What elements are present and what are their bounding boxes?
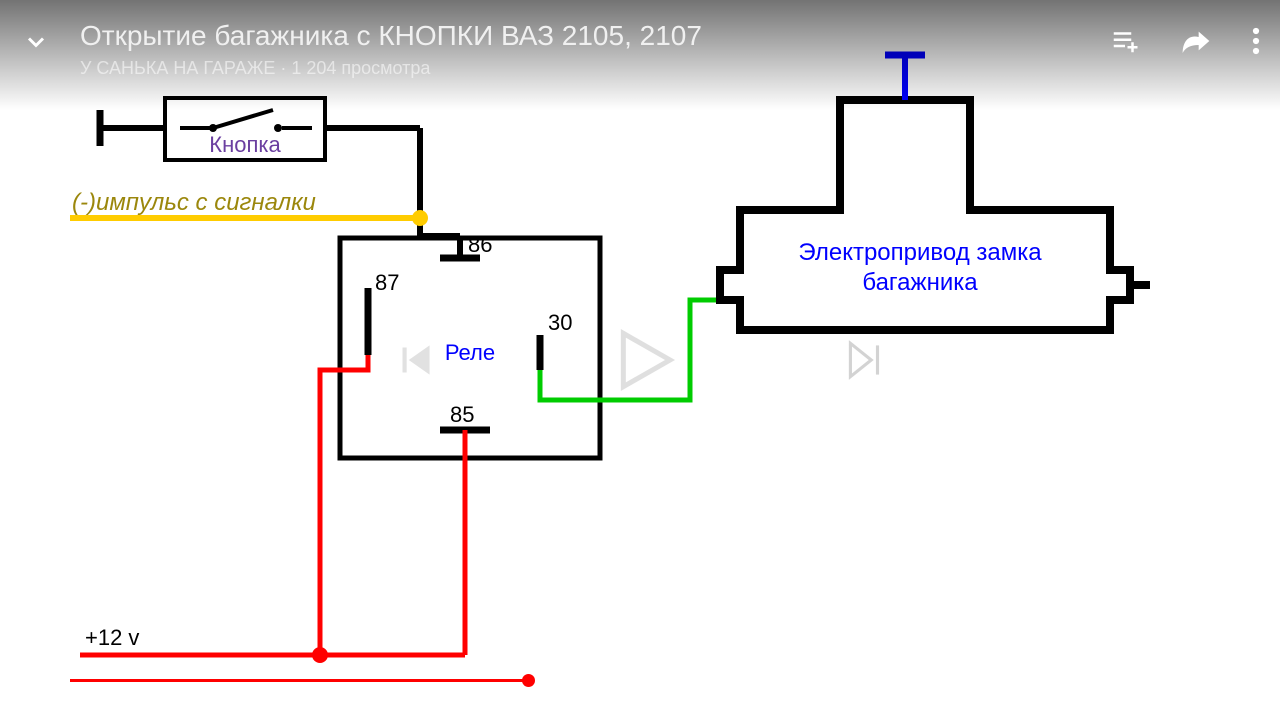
pin86-label: 86 [468, 232, 492, 257]
playback-controls [390, 320, 890, 400]
progress-fill [70, 679, 528, 682]
play-button[interactable] [600, 320, 680, 400]
video-header-overlay: Открытие багажника с КНОПКИ ВАЗ 2105, 21… [0, 0, 1280, 110]
button-label: Кнопка [209, 132, 281, 157]
current-time: 1:48 [20, 684, 55, 705]
fullscreen-exit-icon[interactable] [1232, 665, 1262, 700]
previous-button[interactable] [390, 335, 440, 385]
video-subtitle: У САНЬКА НА ГАРАЖЕ · 1 204 просмотра [80, 58, 1250, 79]
pin85-label: 85 [450, 402, 474, 427]
next-button[interactable] [840, 335, 890, 385]
progress-bar[interactable] [70, 679, 1160, 682]
voltage-label: +12 v [85, 625, 139, 650]
share-icon[interactable] [1180, 25, 1212, 62]
actuator-label-2: багажника [862, 269, 978, 296]
impulse-label: (-)импульс с сигналки [72, 189, 316, 216]
total-time: 4:19 [1175, 684, 1210, 705]
actuator-label-1: Электропривод замка [798, 239, 1042, 266]
pin87-label: 87 [375, 270, 399, 295]
more-options-icon[interactable] [1252, 26, 1260, 61]
player-bottom-bar: 1:48 4:19 [0, 660, 1280, 720]
progress-thumb[interactable] [522, 674, 535, 687]
video-title: Открытие багажника с КНОПКИ ВАЗ 2105, 21… [80, 20, 1250, 52]
collapse-icon[interactable] [22, 28, 50, 61]
add-to-playlist-icon[interactable] [1110, 26, 1140, 61]
